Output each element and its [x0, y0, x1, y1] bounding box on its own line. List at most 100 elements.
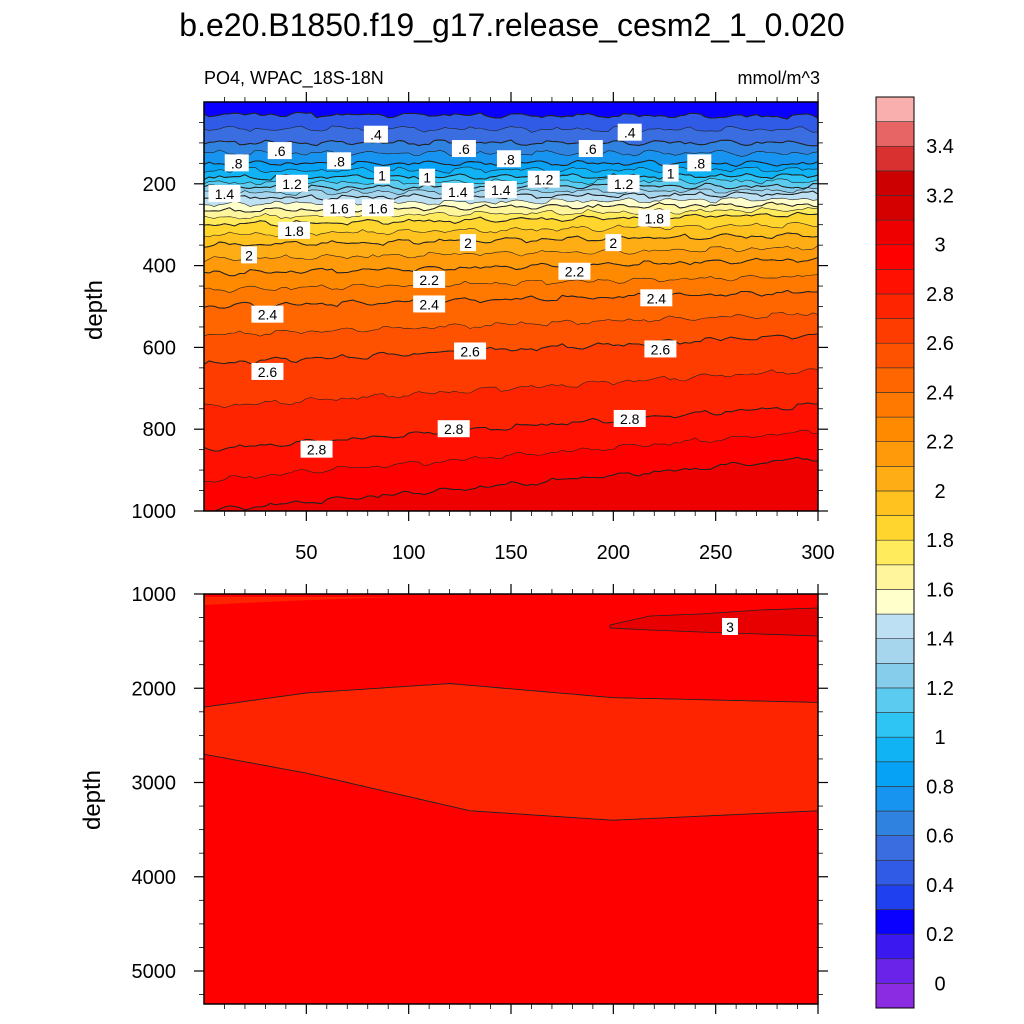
colorbar-label: 0.2	[926, 924, 954, 946]
contour-label-text: 1.2	[534, 172, 554, 188]
contour-label-text: 2.8	[620, 411, 640, 427]
contour-label-text: 1.2	[614, 176, 634, 192]
colorbar-box	[875, 515, 915, 541]
y-tick-label: 4000	[132, 867, 177, 889]
contour-label-text: 1.6	[329, 200, 349, 216]
contour-line-1.6	[204, 201, 818, 213]
contour-label: 2	[241, 246, 258, 264]
contour-line-minor	[204, 197, 818, 207]
contour-label: .6	[267, 142, 292, 160]
figure-title: b.e20.B1850.f19_g17.release_cesm2_1_0.02…	[179, 7, 844, 43]
contour-label: 1.6	[323, 199, 356, 217]
lower-y-axis-label: depth	[79, 770, 106, 830]
colorbar-box	[875, 859, 915, 886]
contour-label-box	[374, 166, 391, 184]
contour-label-box	[419, 168, 436, 186]
contour-label: .8	[224, 154, 249, 172]
contour-label: 1.8	[278, 221, 311, 239]
colorbar-box	[875, 638, 915, 664]
y-tick-label: 600	[143, 337, 176, 359]
contour-label-text: .6	[585, 141, 597, 157]
contour-label: 2	[605, 234, 622, 252]
contour-line-minor	[204, 311, 818, 337]
panel-subtitle: PO4, WPAC_18S-18N	[204, 68, 384, 89]
colorbar-box	[875, 96, 915, 122]
contour-label-text: 2.4	[419, 296, 439, 312]
colorbar-box	[875, 786, 915, 812]
contour-label-text: 1.2	[282, 176, 302, 192]
contour-label-box	[361, 199, 394, 217]
colorbar-label: 3.4	[926, 136, 954, 158]
contour-label-box	[687, 154, 712, 172]
lower-contour-lines	[204, 683, 818, 821]
contour-label-box	[644, 340, 677, 358]
y-tick-label: 5000	[132, 961, 177, 983]
colorbar-label: 2.8	[926, 284, 954, 306]
x-tick-label: 150	[494, 542, 527, 564]
contour-label-box	[267, 142, 292, 160]
upper-filled-contours	[204, 102, 818, 511]
contour-label-box	[496, 150, 521, 168]
contour-label: .8	[687, 154, 712, 172]
contour-label-box	[605, 234, 622, 252]
contour-label: 2.6	[251, 362, 284, 380]
y-tick-label: 200	[143, 174, 176, 196]
y-tick-label: 800	[143, 419, 176, 441]
contour-line-2.6	[204, 333, 818, 365]
contour-band-3.0-patch	[609, 607, 818, 637]
colorbar-box	[875, 613, 915, 639]
colorbar-label: 2.6	[926, 333, 954, 355]
colorbar-label: 1	[934, 727, 945, 749]
contour-label: 1.6	[361, 199, 394, 217]
contour-label-text: .8	[231, 155, 243, 171]
colorbar-box	[875, 121, 915, 147]
contour-label-box	[208, 185, 241, 203]
contour-label: 2.6	[644, 340, 677, 358]
colorbar-box	[875, 318, 915, 344]
lower-contour-labels: 3	[721, 617, 738, 635]
contour-label-box	[558, 262, 591, 280]
colorbar-box	[875, 269, 915, 295]
contour-label-text: 1	[423, 170, 431, 186]
contour-label-text: 2.4	[647, 290, 667, 306]
contour-line-minor	[204, 207, 818, 220]
contour-label-text: 1	[378, 168, 386, 184]
contour-line-3	[204, 683, 818, 708]
contour-label-box	[662, 164, 679, 182]
contour-line-minor	[204, 125, 818, 133]
contour-label-box	[241, 246, 258, 264]
contour-label-box	[437, 420, 470, 438]
colorbar-box	[875, 342, 915, 369]
contour-label: .8	[496, 150, 521, 168]
colorbar-box	[875, 145, 915, 172]
contour-label-text: 1.4	[491, 182, 511, 198]
contour-label-text: 2.4	[258, 307, 278, 323]
colorbar-box	[875, 293, 915, 319]
contour-label-text: 1.4	[448, 184, 468, 200]
contour-band-3	[215, 457, 818, 511]
contour-line-minor	[204, 429, 818, 483]
contour-label-box	[441, 182, 474, 200]
contour-label-text: 2.8	[444, 421, 464, 437]
contour-label: .8	[327, 152, 352, 170]
contour-label-text: .4	[370, 127, 382, 143]
upper-axes: 50 100 150 200 250 300 200 400 600 800 1000	[132, 92, 835, 564]
lower-filled-contours	[204, 594, 818, 1004]
y-tick-label: 1000	[132, 584, 177, 606]
colorbar-box	[875, 367, 915, 393]
colorbar-box	[875, 441, 915, 467]
contour-label: 1.2	[527, 170, 560, 188]
colorbar-box	[875, 909, 915, 935]
contour-label-text: 2.2	[419, 272, 439, 288]
contour-line-minor	[204, 274, 818, 294]
x-tick-label: 200	[597, 542, 630, 564]
contour-label: 1.2	[607, 174, 640, 192]
contour-label: 1.8	[638, 209, 671, 227]
colorbar-box	[875, 539, 915, 566]
contour-label-text: .6	[458, 141, 470, 157]
colorbar-box	[875, 466, 915, 492]
contour-label-box	[721, 617, 738, 635]
y-tick-label: 3000	[132, 773, 177, 795]
contour-label-text: 2	[609, 235, 617, 251]
